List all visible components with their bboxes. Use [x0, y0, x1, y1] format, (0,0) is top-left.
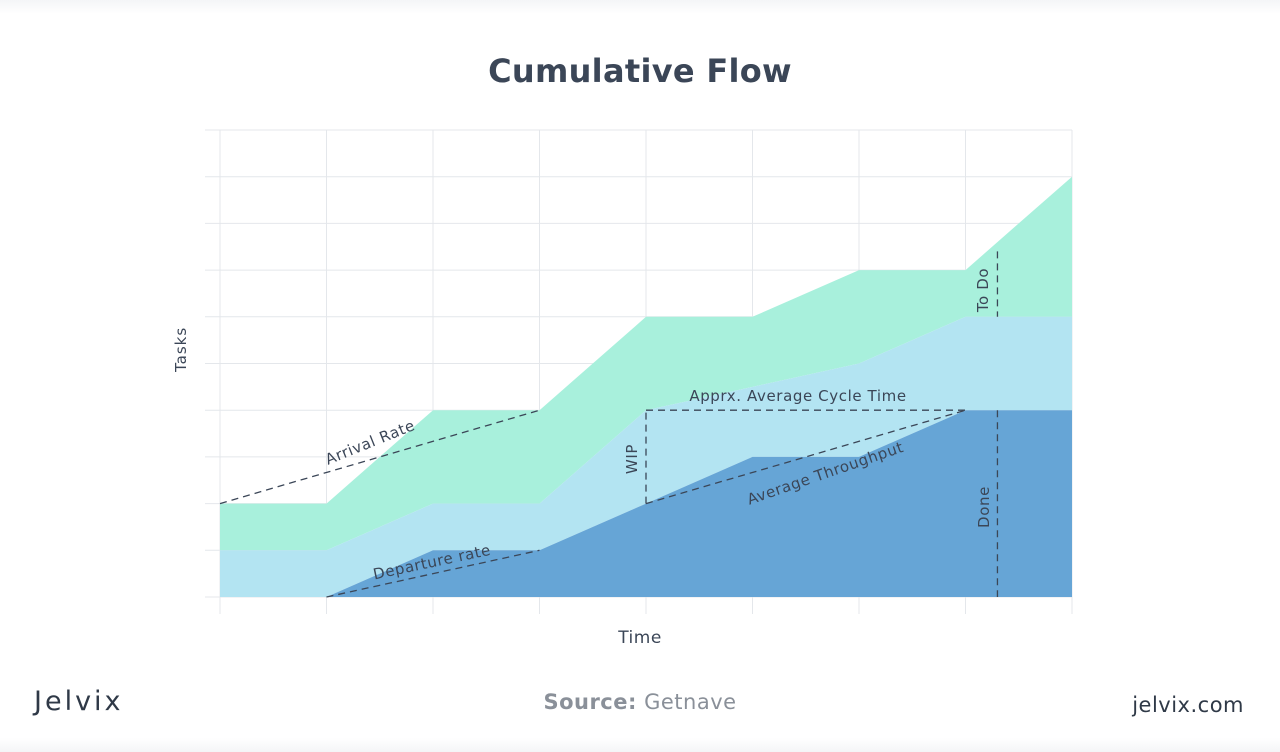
chart-title: Cumulative Flow: [488, 52, 792, 90]
done-label: Done: [975, 486, 993, 528]
arrival-rate-line: [219, 409, 540, 505]
jelvix-logo: Jelvix: [34, 686, 124, 717]
chart-guides: [219, 251, 999, 598]
cycle-time-label: Apprx. Average Cycle Time: [689, 387, 906, 405]
area-band-0: [220, 176, 1072, 551]
x-axis-label: Time: [618, 628, 662, 648]
wip-label: WIP: [623, 444, 641, 474]
average-throughput-line: [645, 409, 966, 505]
site-url: jelvix.com: [1132, 693, 1244, 717]
y-axis-label: Tasks: [172, 326, 190, 372]
todo-label: To Do: [974, 268, 992, 313]
source-credit: Source: Getnave: [440, 690, 840, 714]
area-band-1: [220, 316, 1072, 597]
departure-rate-line: [326, 549, 540, 598]
source-value: Getnave: [644, 690, 737, 714]
source-label: Source:: [543, 690, 637, 714]
